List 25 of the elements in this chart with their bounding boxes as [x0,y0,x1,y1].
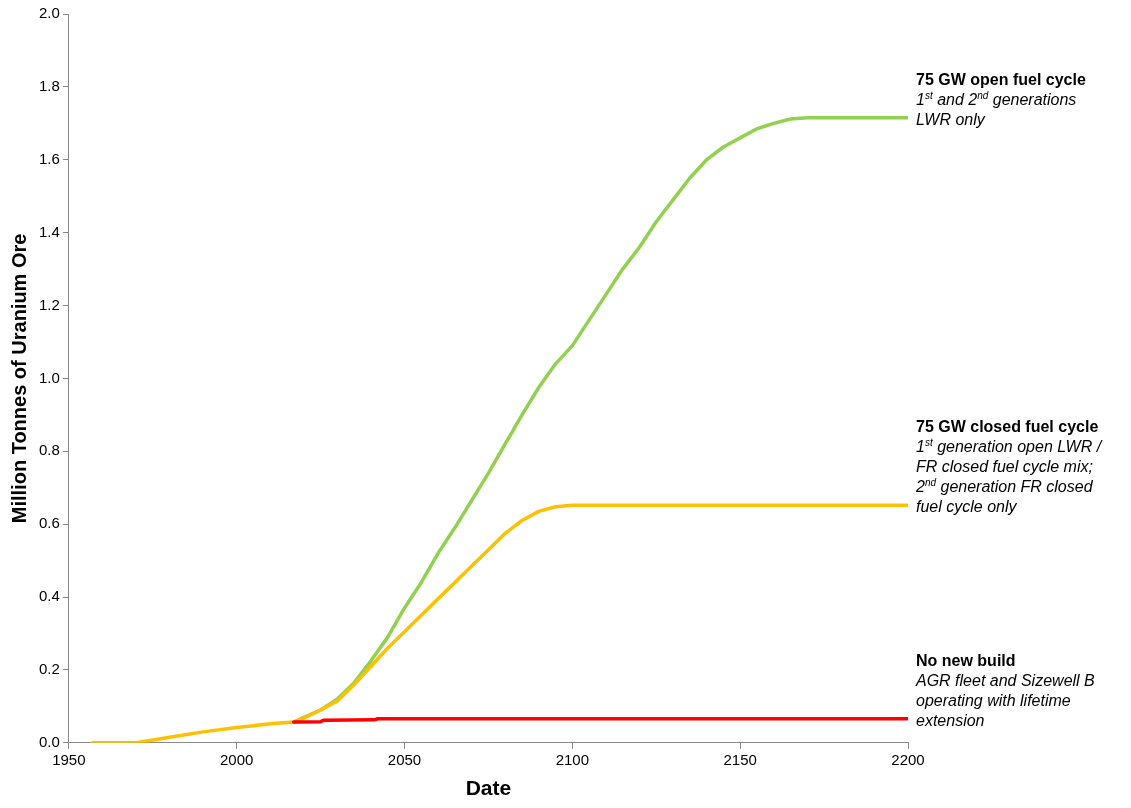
x-tick-label: 2150 [723,750,757,768]
x-tick-label: 2200 [891,750,925,768]
y-axis-title: Million Tonnes of Uranium Ore [7,233,30,524]
series-label: 75 GW open fuel cycle [916,69,1087,90]
y-tick-label: 0.4 [38,587,60,605]
y-tick-label: 0.8 [38,441,60,459]
x-tick-label: 2050 [387,750,422,768]
text: 1$^{st}$ and 2$^{nd}$ generations LWR only [916,89,1078,130]
x-tick-label: 2100 [555,750,590,768]
y-tick-label: 0.6 [38,514,60,532]
x-tick-label: 1950 [52,750,86,768]
y-tick-label: 1.8 [38,77,60,95]
y-tick-label: 1.0 [38,368,60,386]
x-axis-title: Date [465,776,512,800]
text: AGR fleet and Sizewell B operating with lifetime extension [916,670,1096,731]
text: No new build [916,650,1017,671]
y-tick-label: 0.2 [38,660,60,678]
y-tick-label: 2.0 [38,4,60,22]
y-tick-label: 1.6 [38,149,60,167]
y-tick-label: 1.4 [38,222,60,240]
y-tick-label: 0.0 [38,732,60,750]
text: 75 GW closed fuel cycle [916,417,1100,438]
y-tick-label: 1.2 [38,295,60,313]
x-tick-label: 2000 [219,750,254,768]
text: 1$^{st}$ generation open LWR / FR closed fuel cycle mix; 2$^{nd}$ generation FR closed fuel cycle only [916,436,1104,518]
